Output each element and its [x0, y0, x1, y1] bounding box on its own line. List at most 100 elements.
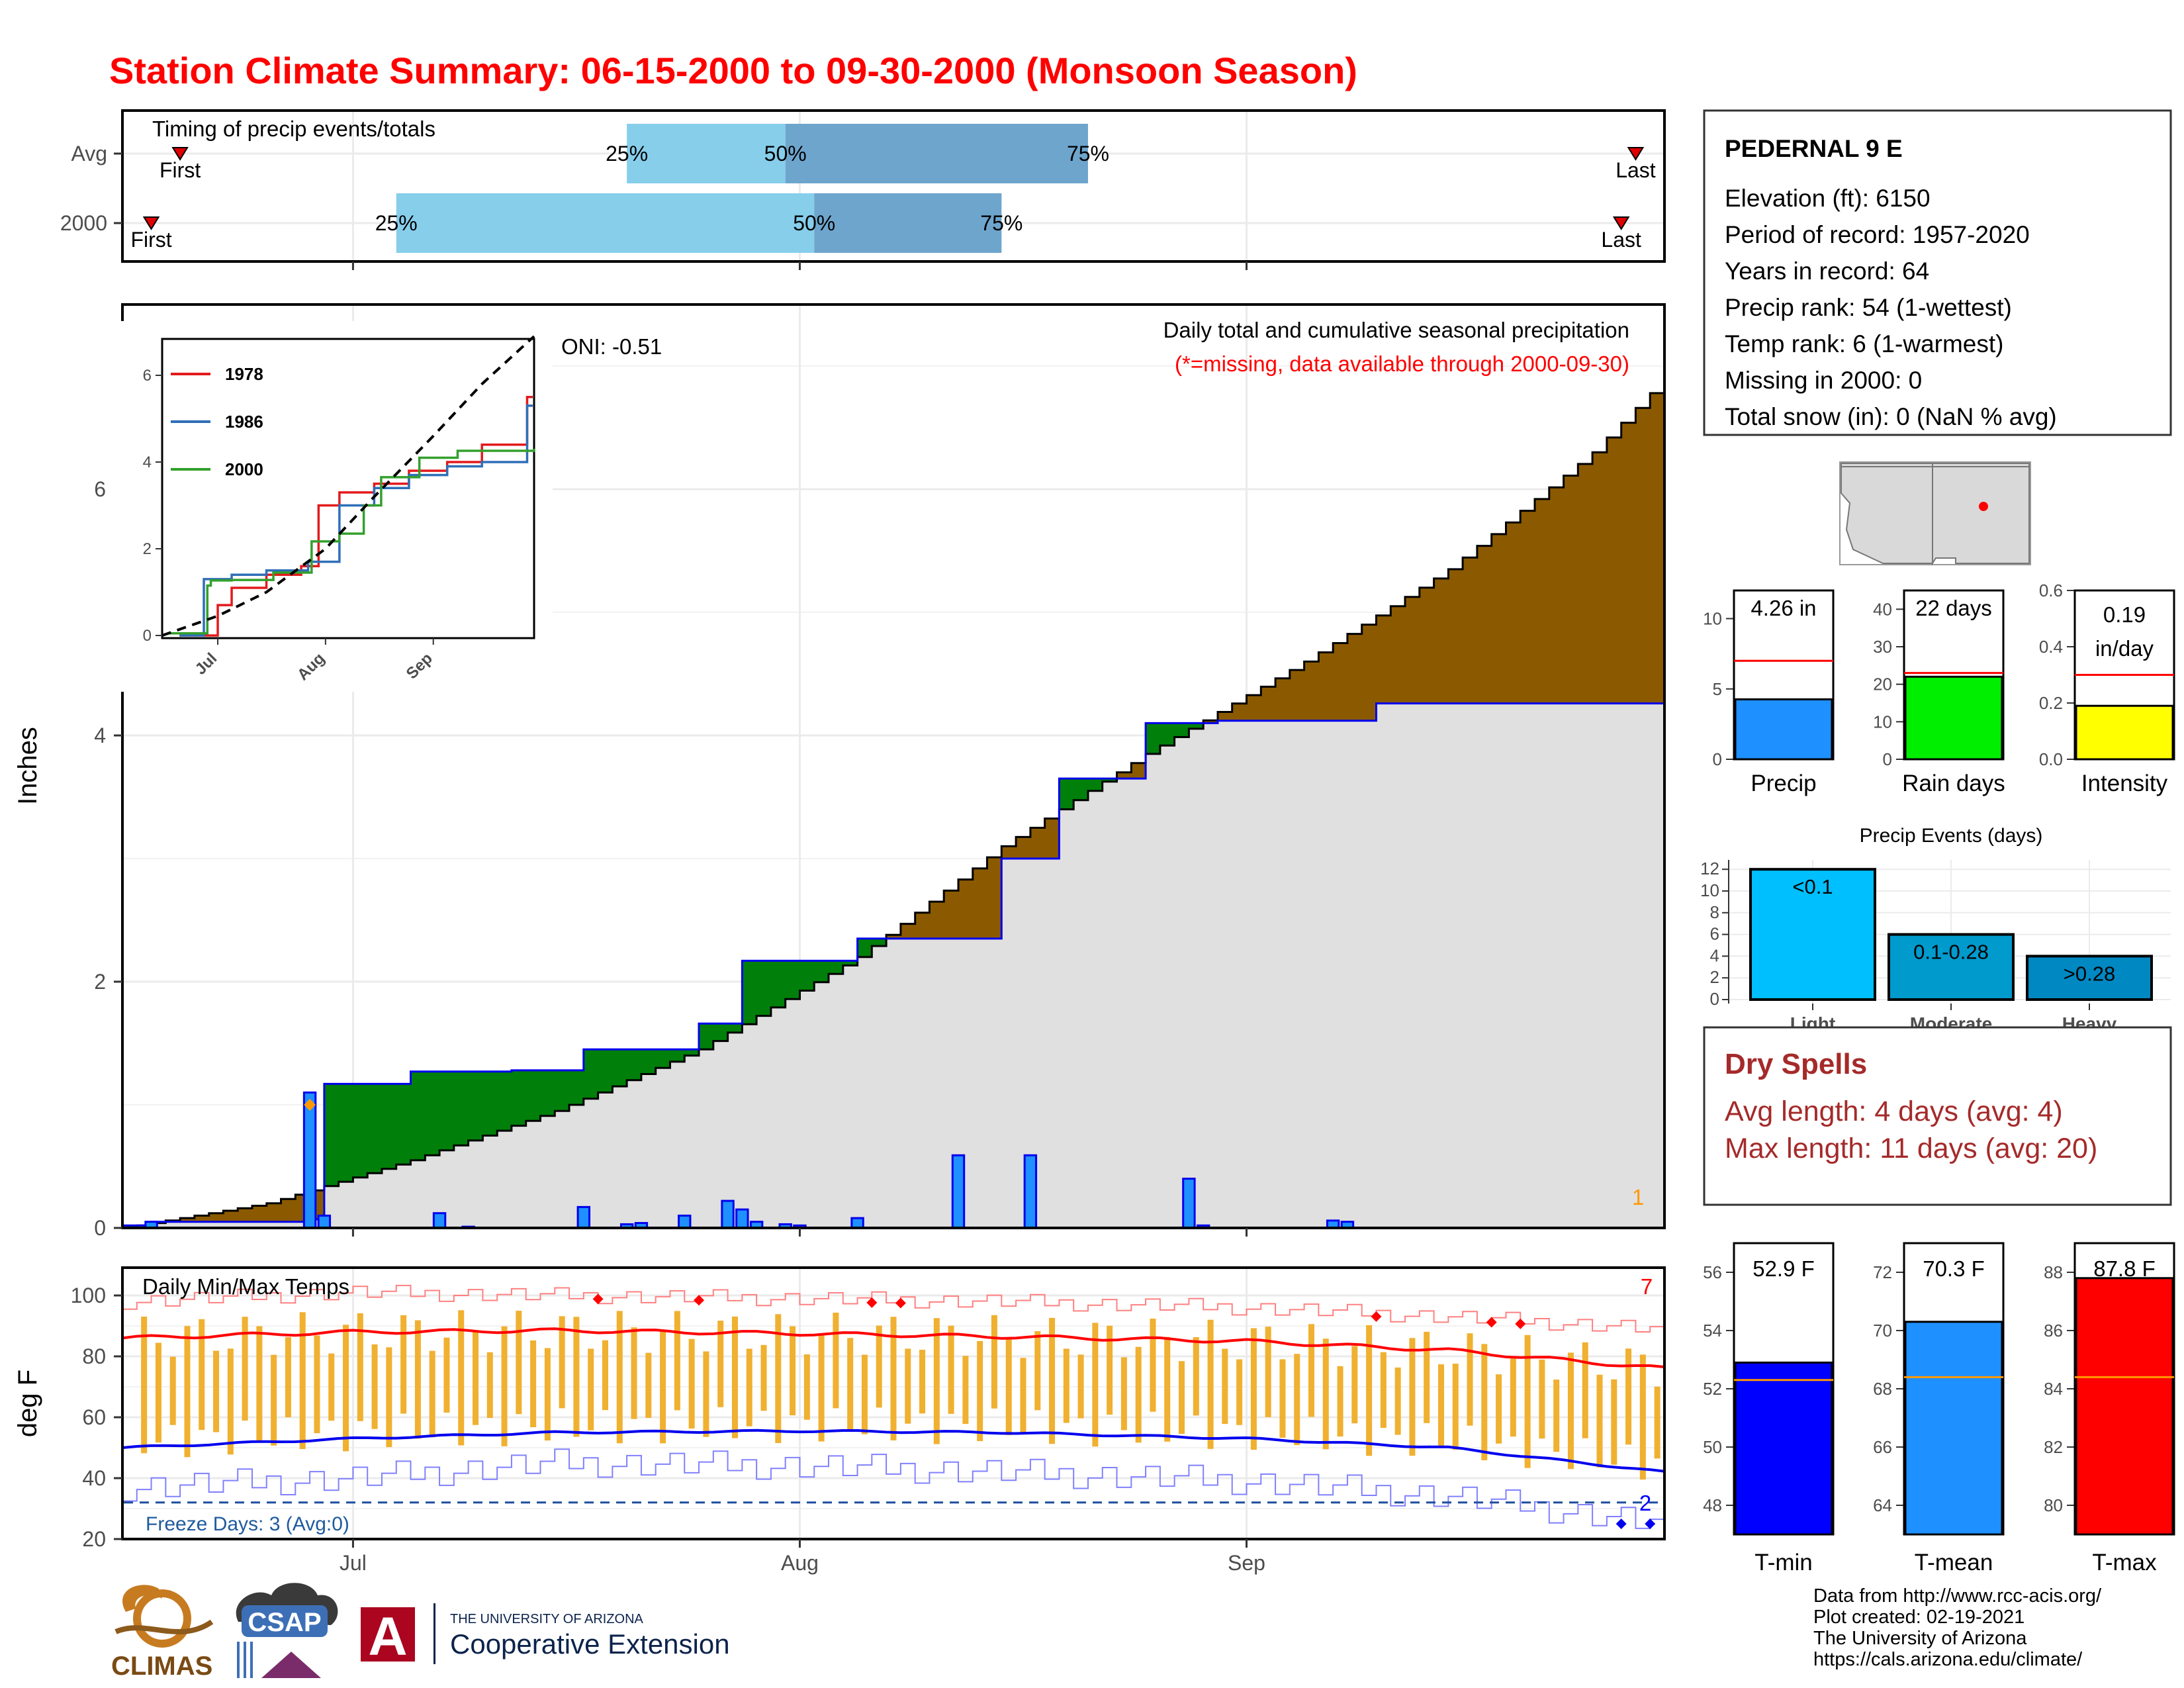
events-y-tick-label: 10: [1700, 880, 1719, 900]
mini-y-tick-label: 0: [1883, 749, 1892, 769]
daily-temp-range-bar: [213, 1350, 220, 1432]
mini-y-tick-label: 0.4: [2039, 637, 2063, 657]
inset-y-tick-label: 0: [143, 627, 152, 645]
map-state-nm: [1932, 463, 2030, 566]
daily-temp-range-bar: [1611, 1379, 1617, 1465]
station-location-dot: [1979, 502, 1988, 511]
daily-temp-range-bar: [486, 1352, 493, 1419]
daily-temp-range-bar: [1294, 1354, 1300, 1446]
csap-stripes: [237, 1642, 253, 1678]
record-high-marker: [895, 1297, 906, 1309]
summary-mini-bars: 0 5 10 4.26 in Precip 0 10 20 30 40 22 days Rain da…: [1703, 581, 2175, 796]
daily-temp-range-bar: [1077, 1354, 1084, 1419]
precip-frame: [121, 303, 1666, 1229]
daily-temp-range-bar: [919, 1350, 926, 1414]
timing-row-label: 2000: [60, 211, 107, 235]
mini-y-tick-label: 10: [1703, 609, 1722, 629]
climas-sun: [133, 1589, 191, 1648]
missing-note: (*=missing, data available through 2000-…: [1175, 352, 1629, 376]
daily-temp-range-bar: [1207, 1319, 1214, 1449]
daily-temp-range-bar: [443, 1337, 450, 1413]
daily-temp-range-bar: [1351, 1346, 1358, 1424]
daily-temp-range-bar: [516, 1311, 522, 1415]
avg-min-line: [122, 1429, 1665, 1473]
timing-p50-label: 50%: [793, 211, 835, 235]
daily-temp-range-bar: [760, 1344, 767, 1411]
mini-y-tick-label: 0.2: [2039, 693, 2063, 713]
cumulative-2000-area: [122, 700, 1664, 1228]
daily-temp-range-bar: [1337, 1366, 1343, 1437]
temp-bar-y-tick-label: 68: [1873, 1379, 1892, 1399]
mini-bar-label: Rain days: [1902, 771, 2005, 796]
daily-temp-range-bar: [1467, 1333, 1473, 1426]
temp-bar-t-min: [1734, 1361, 1833, 1536]
daily-temp-range-bar: [1250, 1328, 1257, 1450]
daily-temp-range-bar: [833, 1312, 839, 1409]
map-state-az: [1841, 463, 1933, 564]
daily-temp-range-bar: [386, 1347, 392, 1448]
temp-y-tick-label: 100: [71, 1284, 106, 1307]
temp-chart: 20 40 60 80 100 Jul Aug Sep Daily Min/Max Temps…: [13, 1266, 1666, 1575]
daily-temp-range-bar: [1553, 1380, 1560, 1452]
mini-bar-value: 22 days: [1915, 596, 1992, 620]
daily-temp-range-bar: [717, 1321, 724, 1407]
station-info-line: Elevation (ft): 6150: [1725, 185, 1931, 212]
daily-temp-range-bar: [1107, 1325, 1113, 1415]
daily-temp-range-bar: [847, 1338, 854, 1431]
timing-panel: Timing of precip events/totals Avg 25% 50%…: [60, 109, 1666, 270]
daily-temp-range-bar: [1265, 1327, 1271, 1417]
temp-bar-label: T-mean: [1915, 1550, 1993, 1575]
record-high-marker: [1515, 1318, 1526, 1329]
temp-bar-t-max: [2075, 1277, 2174, 1536]
mini-bar-rain-days: [1904, 675, 2003, 761]
timing-bar-upper: [785, 124, 1088, 183]
daily-temp-range-bar: [1582, 1342, 1588, 1438]
daily-temp-range-bar: [962, 1356, 969, 1425]
precip-main-chart: 0 2 4 6 Daily total and cumulative seasonal…: [13, 303, 1666, 1240]
daily-temp-range-bar: [1092, 1323, 1099, 1447]
temp-bar-y-tick-label: 54: [1703, 1321, 1722, 1340]
daily-temp-range-bar: [328, 1353, 335, 1421]
record-high-marker: [694, 1295, 705, 1306]
daily-temp-range-bar: [1524, 1335, 1531, 1468]
oni-label: ONI: -0.51: [561, 334, 662, 359]
corner-count: 1: [1632, 1185, 1644, 1209]
events-bar-label: 0.1-0.28: [1913, 941, 1989, 964]
temp-bar-y-tick-label: 52: [1703, 1379, 1722, 1399]
record-high-marker: [1371, 1311, 1382, 1322]
daily-temp-range-bar: [501, 1326, 508, 1446]
timing-p25-label: 25%: [375, 211, 418, 235]
timing-last-marker-label: Last: [1615, 158, 1656, 182]
daily-temp-range-bar: [948, 1325, 954, 1414]
events-y-tick-label: 12: [1700, 859, 1719, 878]
daily-temp-range-bar: [731, 1316, 738, 1438]
daily-temp-range-bar: [1005, 1336, 1012, 1436]
climas-wordmark: CLIMAS: [111, 1652, 212, 1681]
inset-line-1986: [179, 404, 533, 637]
events-y-tick-label: 0: [1710, 989, 1719, 1009]
daily-temp-range-bar: [1236, 1359, 1243, 1425]
daily-temp-range-bar: [1481, 1344, 1488, 1460]
daily-temp-range-bar: [674, 1311, 680, 1411]
temp-bar-y-tick-label: 80: [2044, 1495, 2063, 1515]
ua-big-text: Cooperative Extension: [450, 1628, 730, 1660]
daily-temp-range-bar: [169, 1356, 176, 1425]
temp-bar-label: T-min: [1754, 1550, 1813, 1575]
daily-temp-range-bar: [1394, 1367, 1401, 1435]
csap-mountain: [261, 1652, 321, 1678]
inset-line-1978: [179, 396, 533, 637]
mini-y-tick-label: 0.0: [2039, 749, 2063, 769]
ua-badge: [361, 1607, 415, 1662]
timing-p75-label: 75%: [1067, 142, 1109, 165]
footer-credits: Data from http://www.rcc-acis.org/Plot c…: [1813, 1585, 2102, 1670]
daily-temp-range-bar: [573, 1317, 580, 1437]
avg-max-line: [122, 1327, 1665, 1368]
events-y-tick-label: 4: [1710, 945, 1719, 965]
station-info-line: Missing in 2000: 0: [1725, 367, 1922, 394]
daily-temp-range-bar: [1510, 1358, 1516, 1437]
temp-bar-y-tick-label: 50: [1703, 1437, 1722, 1457]
record-low-count: 2: [1639, 1491, 1651, 1515]
daily-temp-range-bar: [141, 1316, 148, 1454]
